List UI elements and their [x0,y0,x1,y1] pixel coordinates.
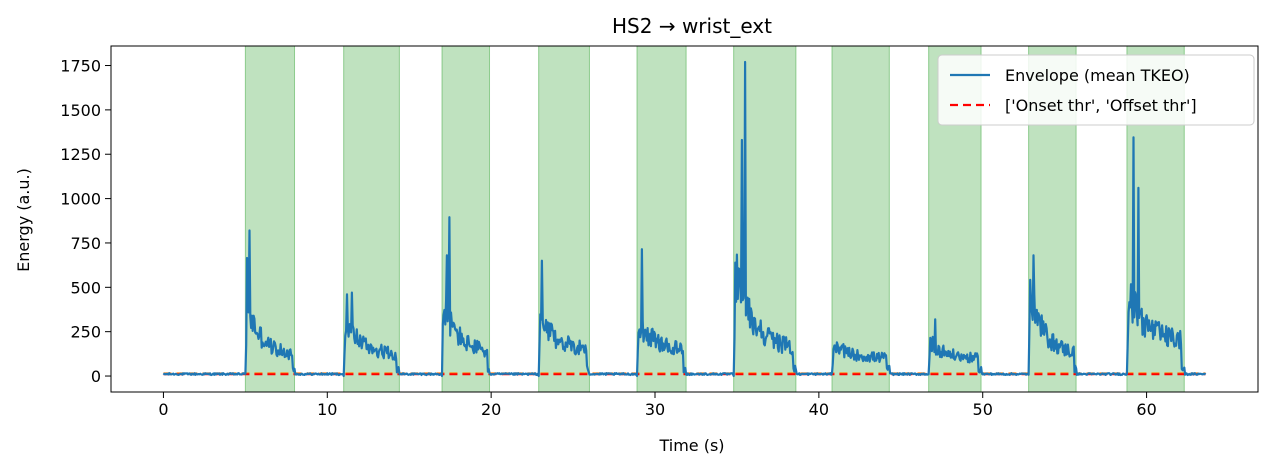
x-tick-label: 10 [317,400,337,419]
y-tick-label: 1250 [60,145,101,164]
active-span-4 [538,45,590,393]
x-tick-label: 60 [1136,400,1156,419]
y-tick-label: 0 [91,367,101,386]
x-tick-label: 50 [973,400,993,419]
chart-title: HS2 → wrist_ext [612,14,772,38]
y-tick-label: 1500 [60,101,101,120]
legend: Envelope (mean TKEO) ['Onset thr', 'Offse… [937,54,1255,126]
plot-frame [110,45,1259,393]
y-axis: 0 250 500 750 1000 1250 1500 1750 [60,57,111,386]
legend-label-2: ['Onset thr', 'Offset thr'] [1005,96,1197,115]
x-tick-label: 20 [481,400,501,419]
y-axis-label: Energy (a.u.) [14,168,33,272]
y-tick-label: 1000 [60,190,101,209]
legend-box [937,54,1255,126]
y-tick-label: 750 [70,234,101,253]
y-tick-label: 1750 [60,57,101,76]
active-span-7 [831,45,890,393]
legend-label-1: Envelope (mean TKEO) [1005,66,1190,85]
x-axis: 0 10 20 30 40 50 60 [158,392,1157,419]
x-tick-label: 0 [158,400,168,419]
x-tick-label: 30 [645,400,665,419]
y-tick-label: 500 [70,278,101,297]
envelope-series-line [162,60,1207,378]
x-axis-label: Time (s) [658,436,724,455]
active-span-2 [343,45,400,393]
y-tick-label: 250 [70,323,101,342]
active-span-1 [244,45,296,393]
x-tick-label: 40 [809,400,829,419]
